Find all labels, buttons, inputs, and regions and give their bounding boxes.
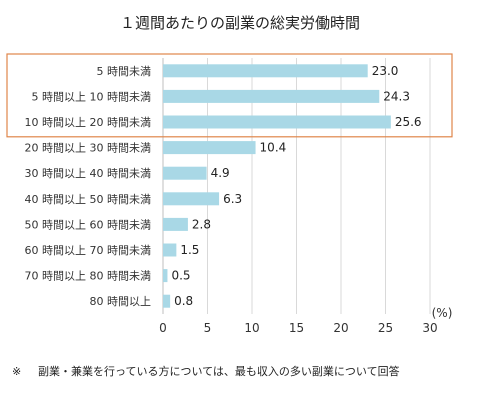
highlight-box <box>6 53 453 138</box>
data-label: 0.8 <box>174 294 193 308</box>
x-tick-label: 0 <box>159 321 167 335</box>
category-label: 40 時間以上 50 時間未満 <box>25 193 151 206</box>
data-label: 10.4 <box>260 141 287 155</box>
data-label: 25.6 <box>395 115 422 129</box>
data-label: 1.5 <box>180 243 199 257</box>
category-label: 80 時間以上 <box>90 295 152 308</box>
x-tick-label: 25 <box>378 321 393 335</box>
category-label: 50 時間以上 60 時間未満 <box>25 218 151 231</box>
footnote-mark: ※ <box>12 365 22 378</box>
category-label: 5 時間未満 <box>97 65 152 78</box>
bar <box>163 243 177 257</box>
bar <box>163 166 207 180</box>
chart-title: １週間あたりの副業の総実労働時間 <box>119 14 360 32</box>
category-label: 20 時間以上 30 時間未満 <box>25 142 151 155</box>
data-label: 2.8 <box>192 217 211 231</box>
x-tick-label: 5 <box>204 321 212 335</box>
data-label: 0.5 <box>171 269 190 283</box>
x-tick-label: 20 <box>333 321 348 335</box>
category-label: 10 時間以上 20 時間未満 <box>25 116 151 129</box>
bar <box>163 141 256 155</box>
data-label: 4.9 <box>211 166 230 180</box>
x-tick-label: 15 <box>289 321 304 335</box>
category-label: 5 時間以上 10 時間未満 <box>32 90 152 103</box>
bar-chart: 0 5 10 15 20 25 30(%) 5 時間未満 23.0 5 時間以上 10 時間未満 2… <box>6 53 453 335</box>
category-label: 70 時間以上 80 時間未満 <box>25 270 151 283</box>
footnote-text: 副業・兼業を行っている方については、最も収入の多い副業について回答 <box>38 365 400 378</box>
category-label: 30 時間以上 40 時間未満 <box>25 167 151 180</box>
x-tick-label: 30 <box>422 321 437 335</box>
bar <box>163 64 368 78</box>
category-label: 60 時間以上 70 時間未満 <box>25 244 151 257</box>
data-label: 24.3 <box>383 89 410 103</box>
bar <box>163 269 168 283</box>
data-label: 23.0 <box>372 64 399 78</box>
data-label: 6.3 <box>223 192 242 206</box>
x-axis-unit-label: (%) <box>432 306 453 320</box>
bar <box>163 89 380 103</box>
bar <box>163 115 391 129</box>
bar <box>163 192 220 206</box>
x-tick-label: 10 <box>244 321 259 335</box>
bar <box>163 294 171 308</box>
bar <box>163 217 188 231</box>
footnote: ※ 副業・兼業を行っている方については、最も収入の多い副業について回答 <box>12 363 476 379</box>
